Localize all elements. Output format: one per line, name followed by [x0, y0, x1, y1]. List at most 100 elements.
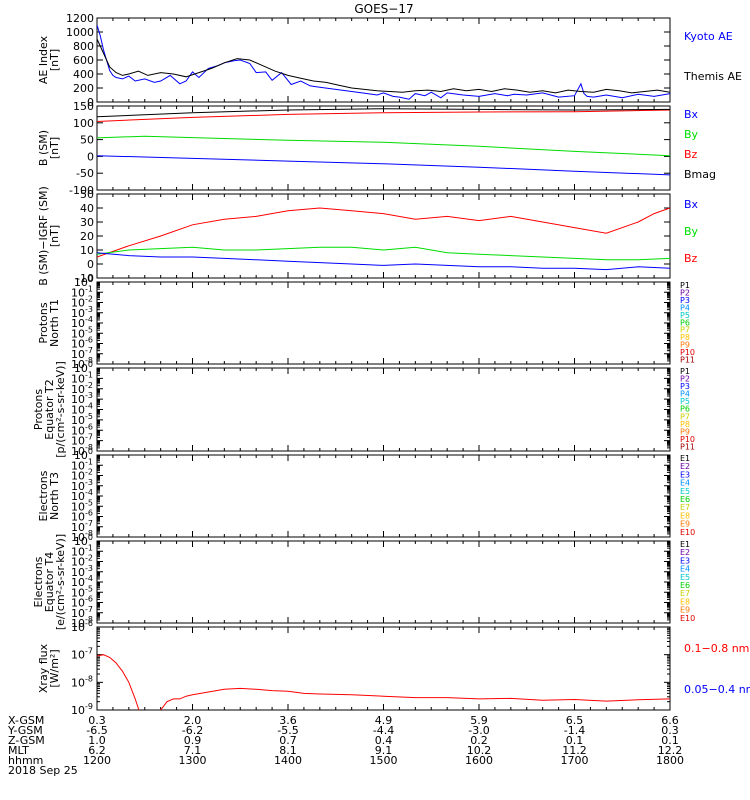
y-tick-label: -10: [76, 272, 94, 285]
legend-label: Bz: [684, 252, 698, 265]
y-tick-exponent: -4: [85, 574, 93, 583]
ephemeris-value: -3.0: [468, 724, 489, 737]
ephemeris-table: X-GSMY-GSMZ-GSMMLThhmm0.3-6.51.06.212002…: [7, 714, 684, 767]
series-line-themis-ae: [97, 38, 670, 94]
ephemeris-row-label: Y-GSM: [7, 724, 43, 737]
y-tick-exponent: -3: [85, 305, 93, 314]
legend-label: P5: [680, 397, 690, 406]
series-line-bmag: [97, 108, 670, 118]
panel-protons_t1: 10-810-710-610-510-410-310-210-1100Proto…: [37, 274, 695, 371]
panel-frame: [96, 540, 671, 624]
y-axis-label: B (SM): [37, 130, 50, 166]
y-tick-label: 10-7: [71, 647, 93, 662]
y-tick-label: 10-8: [71, 674, 93, 689]
ephemeris-value: 1300: [179, 754, 207, 767]
y-tick-exponent: -2: [85, 468, 93, 477]
y-tick-exponent: -8: [85, 529, 93, 538]
ephemeris-value: 1.0: [88, 734, 106, 747]
ephemeris-value: 6.6: [661, 714, 679, 727]
legend-label: P1: [680, 367, 690, 376]
ephemeris-value: 1500: [370, 754, 398, 767]
y-axis-label: Electrons: [37, 470, 50, 521]
legend-label: E1: [680, 454, 690, 463]
ephemeris-row-label: X-GSM: [8, 714, 44, 727]
ephemeris-value: 10.2: [467, 744, 492, 757]
panel-electrons_t3: 10-810-710-610-510-410-310-210-1100Elect…: [37, 447, 695, 544]
legend-label: E10: [680, 528, 695, 537]
y-tick-label: 150: [73, 100, 94, 113]
y-tick-label: 40: [80, 202, 94, 215]
ephemeris-value: 11.2: [562, 744, 587, 757]
series-line-bz: [97, 109, 670, 122]
legend-label: E9: [680, 520, 690, 529]
y-tick-label: 1000: [66, 26, 94, 39]
y-tick-exponent: -8: [85, 674, 93, 683]
y-tick-label: -100: [69, 184, 94, 197]
ephemeris-value: 6.2: [88, 744, 106, 757]
y-axis-label: [p/(cm²-s-sr-keV)]: [54, 361, 67, 458]
panel-bsm: -100 -50 0 50 100 150 B (SM)[nT] Bx By Bz Bmag: [37, 100, 716, 197]
legend-label: Bmag: [684, 168, 716, 181]
y-tick-exponent: 0: [88, 274, 93, 283]
ephemeris-value: 0.3: [88, 714, 106, 727]
y-tick-label: 20: [80, 230, 94, 243]
legend-label: E5: [680, 573, 690, 582]
legend-label: E10: [680, 614, 695, 623]
y-tick-exponent: -7: [85, 647, 93, 656]
legend-label: P6: [680, 405, 690, 414]
ephemeris-value: 1200: [83, 754, 111, 767]
y-tick-exponent: -6: [85, 595, 93, 604]
series-line-bx: [97, 155, 670, 176]
panel-frame: [96, 454, 671, 538]
y-tick-label: 400: [73, 68, 94, 81]
ephemeris-value: 0.3: [661, 724, 679, 737]
series-line-0-1-0-8-nm: [97, 654, 670, 710]
legend-label: Themis AE: [683, 70, 742, 83]
y-axis-label: Xray flux: [37, 643, 50, 693]
y-tick-exponent: -9: [85, 702, 93, 711]
legend-label: E4: [680, 565, 690, 574]
y-axis-label: [W/m²]: [48, 649, 61, 687]
y-axis-label: Equator T4: [43, 552, 56, 612]
ephemeris-value: 4.9: [375, 714, 393, 727]
legend-label: P10: [680, 348, 695, 357]
y-tick-exponent: -6: [85, 509, 93, 518]
y-tick-exponent: -8: [85, 443, 93, 452]
legend-label: Bx: [684, 198, 699, 211]
y-tick-label: 0: [87, 96, 94, 109]
legend-label: E2: [680, 548, 690, 557]
legend-label: 0.05−0.4 nm: [684, 683, 750, 696]
ephemeris-value: 6.5: [566, 714, 584, 727]
y-tick-exponent: -3: [85, 478, 93, 487]
y-tick-label: 10: [80, 244, 94, 257]
y-tick-exponent: -5: [85, 325, 93, 334]
y-tick-exponent: -6: [85, 619, 93, 628]
ephemeris-value: -1.4: [564, 724, 585, 737]
legend-label: P11: [680, 356, 695, 365]
series-line-bz: [97, 207, 670, 258]
y-axis-label: [nT]: [48, 49, 61, 71]
ephemeris-value: 1700: [561, 754, 589, 767]
ephemeris-value: 3.6: [279, 714, 297, 727]
y-tick-exponent: -1: [85, 284, 93, 293]
y-tick-exponent: -1: [85, 543, 93, 552]
y-tick-label: 100: [73, 117, 94, 130]
legend-label: P6: [680, 318, 690, 327]
y-tick-exponent: -4: [85, 315, 93, 324]
y-tick-exponent: -1: [85, 370, 93, 379]
ephemeris-value: -5.5: [277, 724, 298, 737]
legend-label: E5: [680, 487, 690, 496]
legend-label: E8: [680, 511, 690, 520]
date-label: 2018 Sep 25: [8, 764, 78, 777]
y-axis-label: Protons: [37, 302, 50, 343]
y-tick-exponent: -7: [85, 433, 93, 442]
legend-label: E4: [680, 479, 690, 488]
legend-label: E6: [680, 581, 690, 590]
y-tick-label: -50: [76, 167, 94, 180]
panel-electrons_t4: 10-810-710-610-510-410-310-210-1100Elect…: [32, 533, 695, 630]
legend-label: P2: [680, 375, 690, 384]
y-tick-label: 1200: [66, 12, 94, 25]
